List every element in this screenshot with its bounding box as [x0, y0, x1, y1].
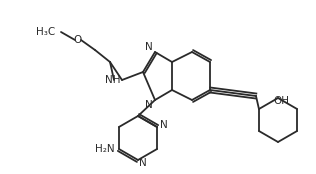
Text: N: N — [145, 100, 153, 110]
Text: H₃C: H₃C — [36, 27, 55, 37]
Text: NH: NH — [106, 75, 121, 85]
Text: N: N — [139, 158, 147, 168]
Text: O: O — [74, 35, 82, 45]
Text: N: N — [160, 120, 168, 130]
Text: OH: OH — [273, 96, 289, 106]
Text: H₂N: H₂N — [95, 144, 115, 154]
Text: N: N — [145, 42, 153, 52]
